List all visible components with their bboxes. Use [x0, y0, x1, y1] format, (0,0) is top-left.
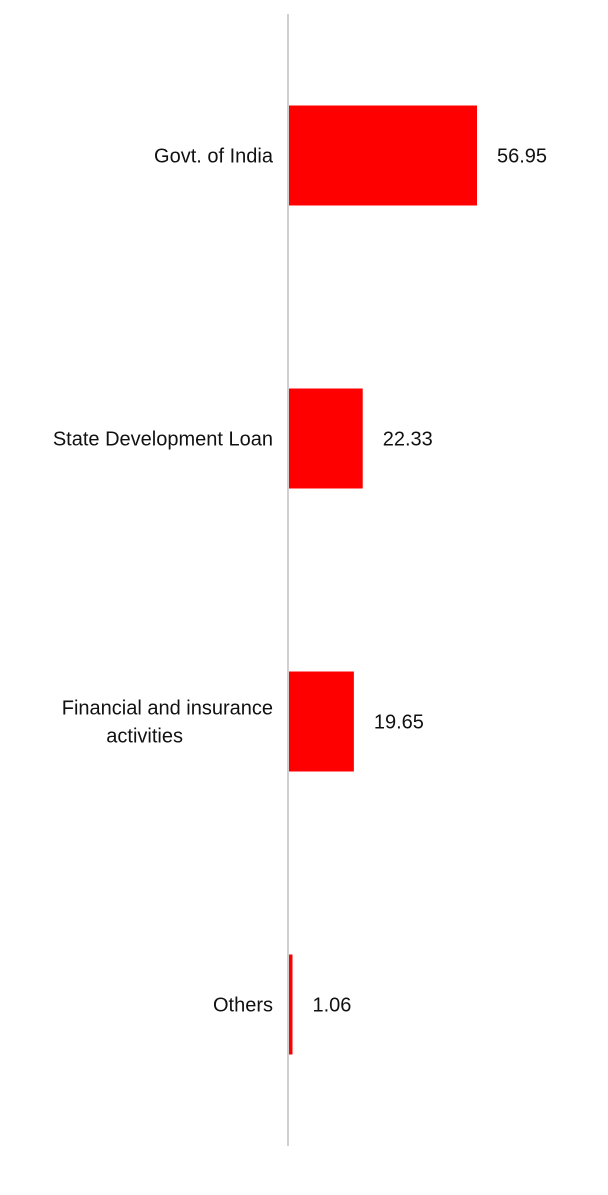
category-label-line: Financial and insurance: [62, 698, 273, 720]
bar: [289, 388, 363, 489]
data-label: 56.95: [497, 146, 547, 168]
category-label-line: State Development Loan: [53, 429, 273, 451]
bar: [289, 954, 293, 1055]
labels-layer: 56.95 Govt. of India 22.33 State Developmen…: [53, 146, 547, 1017]
category-label: Govt. of India: [154, 146, 274, 168]
data-label: 22.33: [383, 429, 433, 451]
bars-layer: [289, 105, 477, 1055]
data-label: 19.65: [374, 712, 424, 734]
category-label-line: Others: [213, 995, 273, 1017]
category-label-line: activities: [106, 726, 183, 748]
category-label-line: Govt. of India: [154, 146, 274, 168]
category-label: Others: [213, 995, 273, 1017]
data-label: 1.06: [312, 995, 351, 1017]
bar: [289, 671, 354, 772]
category-label: Financial and insurance activities: [62, 698, 273, 748]
category-label: State Development Loan: [53, 429, 273, 451]
bar: [289, 105, 477, 206]
